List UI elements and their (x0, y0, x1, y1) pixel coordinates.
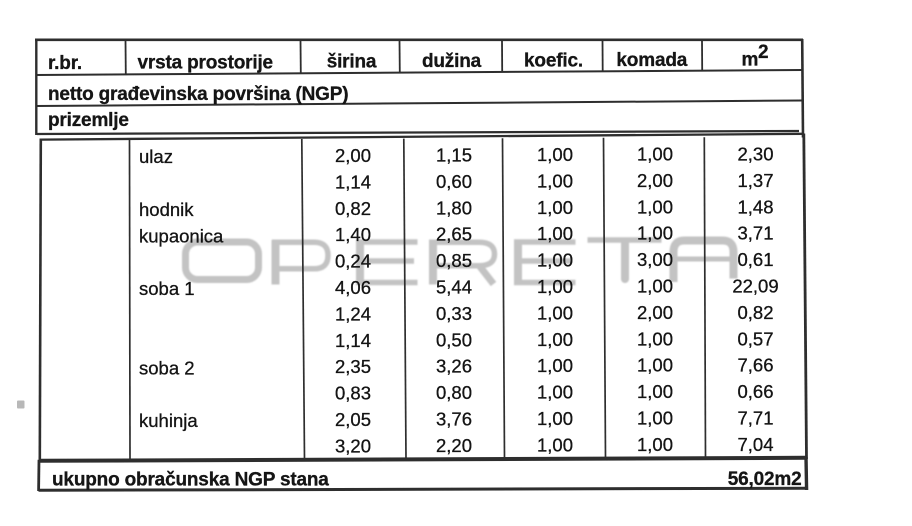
svg-text:1,00: 1,00 (637, 434, 673, 455)
svg-text:0,66: 0,66 (737, 381, 773, 402)
svg-text:1,00: 1,00 (637, 276, 673, 297)
svg-text:širina: širina (327, 51, 377, 72)
svg-text:soba 2: soba 2 (139, 357, 195, 378)
svg-text:1,00: 1,00 (537, 434, 573, 455)
svg-text:1,00: 1,00 (537, 223, 573, 244)
svg-text:3,71: 3,71 (737, 223, 773, 244)
svg-text:4,06: 4,06 (335, 277, 371, 298)
svg-text:1,00: 1,00 (637, 381, 673, 402)
svg-text:m: m (742, 50, 759, 71)
svg-text:0,82: 0,82 (737, 302, 773, 323)
svg-text:prizemlje: prizemlje (48, 110, 129, 131)
svg-text:soba 1: soba 1 (139, 278, 195, 299)
svg-text:7,04: 7,04 (737, 434, 773, 455)
svg-text:1,00: 1,00 (537, 170, 573, 191)
svg-text:1,24: 1,24 (335, 303, 371, 324)
svg-text:1,40: 1,40 (335, 224, 371, 245)
svg-text:0,80: 0,80 (436, 382, 472, 403)
svg-text:1,14: 1,14 (335, 330, 371, 351)
svg-text:koefic.: koefic. (524, 50, 583, 71)
svg-text:2,20: 2,20 (436, 435, 472, 456)
svg-text:22,09: 22,09 (732, 276, 778, 297)
svg-text:2,35: 2,35 (335, 356, 371, 377)
svg-text:2,30: 2,30 (737, 144, 773, 165)
svg-text:1,00: 1,00 (637, 196, 673, 217)
svg-text:kuhinja: kuhinja (139, 410, 198, 431)
svg-text:3,20: 3,20 (335, 435, 371, 456)
svg-text:vrsta prostorije: vrsta prostorije (138, 53, 273, 74)
svg-text:0,33: 0,33 (436, 303, 472, 324)
svg-text:dužina: dužina (422, 51, 482, 72)
svg-text:ulaz: ulaz (139, 146, 173, 167)
svg-text:5,44: 5,44 (436, 277, 472, 298)
svg-text:7,66: 7,66 (737, 355, 773, 376)
svg-text:0,24: 0,24 (335, 251, 371, 272)
svg-text:r.br.: r.br. (48, 53, 82, 74)
svg-text:2,65: 2,65 (436, 224, 472, 245)
svg-text:1,00: 1,00 (537, 250, 573, 271)
svg-text:1,00: 1,00 (637, 144, 673, 165)
svg-text:56,02m2: 56,02m2 (728, 469, 802, 490)
svg-text:2,00: 2,00 (335, 145, 371, 166)
svg-text:1,00: 1,00 (537, 197, 573, 218)
svg-text:1,00: 1,00 (537, 276, 573, 297)
svg-text:1,00: 1,00 (537, 144, 573, 165)
svg-text:3,26: 3,26 (436, 356, 472, 377)
svg-text:netto građevinska površina (NG: netto građevinska površina (NGP) (48, 84, 348, 105)
svg-text:0,83: 0,83 (335, 383, 371, 404)
svg-text:0,61: 0,61 (737, 249, 773, 270)
svg-text:0,85: 0,85 (436, 250, 472, 271)
svg-text:2,05: 2,05 (335, 409, 371, 430)
svg-text:0,50: 0,50 (436, 329, 472, 350)
svg-text:3,00: 3,00 (637, 249, 673, 270)
svg-text:1,80: 1,80 (436, 197, 472, 218)
svg-text:1,00: 1,00 (637, 408, 673, 429)
svg-text:2: 2 (758, 42, 768, 63)
svg-text:1,00: 1,00 (537, 382, 573, 403)
svg-text:1,00: 1,00 (637, 355, 673, 376)
svg-text:2,00: 2,00 (637, 170, 673, 191)
svg-text:hodnik: hodnik (139, 199, 194, 220)
svg-text:1,37: 1,37 (737, 170, 773, 191)
svg-text:1,15: 1,15 (436, 145, 472, 166)
svg-text:ukupno obračunska NGP stana: ukupno obračunska NGP stana (52, 470, 329, 491)
svg-text:1,00: 1,00 (537, 329, 573, 350)
svg-text:kupaonica: kupaonica (139, 225, 224, 246)
svg-text:1,00: 1,00 (637, 223, 673, 244)
svg-text:7,71: 7,71 (737, 408, 773, 429)
svg-text:0,60: 0,60 (436, 171, 472, 192)
svg-text:1,14: 1,14 (335, 171, 371, 192)
svg-text:komada: komada (616, 50, 687, 71)
svg-text:1,00: 1,00 (537, 302, 573, 323)
svg-text:1,00: 1,00 (537, 408, 573, 429)
svg-text:2,00: 2,00 (637, 302, 673, 323)
svg-text:0,57: 0,57 (737, 328, 773, 349)
svg-text:0,82: 0,82 (335, 198, 371, 219)
svg-text:1,00: 1,00 (537, 355, 573, 376)
svg-text:3,76: 3,76 (436, 409, 472, 430)
svg-text:1,00: 1,00 (637, 328, 673, 349)
svg-text:1,48: 1,48 (737, 196, 773, 217)
